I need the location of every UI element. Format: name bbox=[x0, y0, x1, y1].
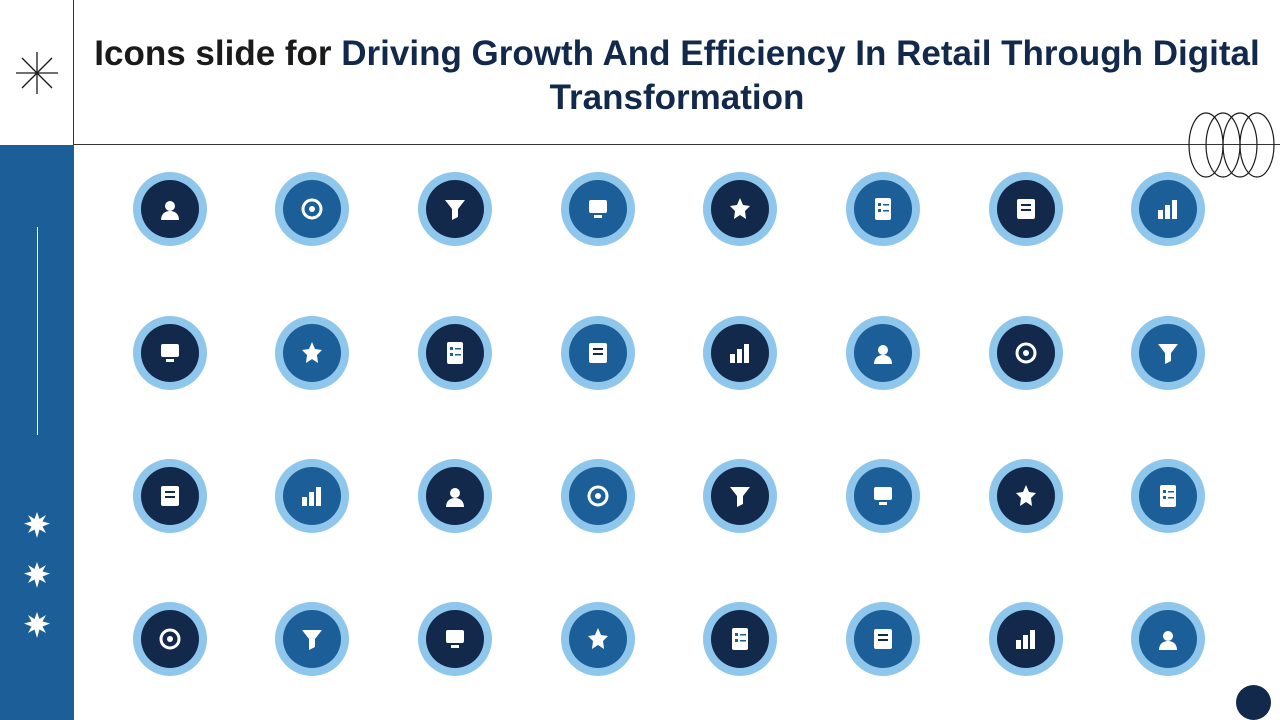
icon-badge bbox=[989, 316, 1063, 390]
retail-store-icon bbox=[569, 610, 627, 668]
icon-badge bbox=[846, 316, 920, 390]
icon-badge bbox=[1131, 172, 1205, 246]
icon-badge bbox=[275, 316, 349, 390]
icon-badge bbox=[1131, 459, 1205, 533]
star-icon bbox=[24, 562, 50, 588]
circular-progress-icon bbox=[426, 610, 484, 668]
robotic-arm-icon bbox=[1139, 610, 1197, 668]
analytics-magnifier-icon bbox=[997, 467, 1055, 525]
icon-badge bbox=[418, 459, 492, 533]
icon-badge bbox=[418, 172, 492, 246]
icon-badge bbox=[133, 602, 207, 676]
checklist-clipboard-icon bbox=[1139, 180, 1197, 238]
rings-decoration bbox=[1188, 112, 1275, 178]
title-prefix: Icons slide for bbox=[94, 34, 342, 73]
customer-segments-icon bbox=[854, 610, 912, 668]
settings-search-icon bbox=[1139, 467, 1197, 525]
feedback-monitor-icon bbox=[997, 610, 1055, 668]
inventory-search-icon bbox=[426, 324, 484, 382]
icon-badge bbox=[561, 172, 635, 246]
online-report-icon bbox=[426, 180, 484, 238]
icon-badge bbox=[1131, 602, 1205, 676]
handshake-exchange-icon bbox=[426, 467, 484, 525]
icon-badge bbox=[275, 172, 349, 246]
icon-badge bbox=[703, 459, 777, 533]
financial-report-icon bbox=[283, 467, 341, 525]
sidebar-band bbox=[0, 145, 74, 720]
team-group-icon bbox=[283, 610, 341, 668]
icon-badge bbox=[846, 459, 920, 533]
icon-badge bbox=[989, 459, 1063, 533]
icon-badge bbox=[703, 316, 777, 390]
mind-process-icon bbox=[711, 180, 769, 238]
icon-badge bbox=[133, 172, 207, 246]
icon-badge bbox=[561, 316, 635, 390]
icon-badge bbox=[846, 602, 920, 676]
star-icon bbox=[24, 612, 50, 638]
sparkle-icon bbox=[16, 52, 58, 94]
icon-badge bbox=[703, 172, 777, 246]
growth-arrows-icon bbox=[141, 467, 199, 525]
information-hand-icon bbox=[854, 467, 912, 525]
gears-cycle-icon bbox=[141, 324, 199, 382]
title-accent: Driving Growth And Efficiency In Retail … bbox=[341, 34, 1260, 117]
corner-dot bbox=[1236, 685, 1271, 720]
icon-badge bbox=[418, 602, 492, 676]
target-growth-icon bbox=[141, 610, 199, 668]
sidebar-top-panel bbox=[0, 0, 74, 145]
icon-badge bbox=[275, 459, 349, 533]
page-title: Icons slide for Driving Growth And Effic… bbox=[74, 32, 1280, 120]
icon-badge bbox=[561, 459, 635, 533]
calendar-cart-icon bbox=[1139, 324, 1197, 382]
icon-badge bbox=[561, 602, 635, 676]
icon-badge bbox=[133, 316, 207, 390]
idea-computer-icon bbox=[569, 180, 627, 238]
icon-badge bbox=[133, 459, 207, 533]
laptop-dashboard-icon bbox=[569, 467, 627, 525]
filter-check-icon bbox=[997, 180, 1055, 238]
star-icon bbox=[24, 512, 50, 538]
customer-network-icon bbox=[141, 180, 199, 238]
digital-payment-network-icon bbox=[283, 180, 341, 238]
team-hierarchy-icon bbox=[854, 180, 912, 238]
icon-badge bbox=[703, 602, 777, 676]
icon-badge bbox=[989, 172, 1063, 246]
workflow-steps-icon bbox=[569, 324, 627, 382]
shopping-cart-settings-icon bbox=[997, 324, 1055, 382]
calculator-check-icon bbox=[711, 467, 769, 525]
icon-badge bbox=[418, 316, 492, 390]
user-management-icon bbox=[283, 324, 341, 382]
sidebar-divider-line bbox=[37, 227, 38, 435]
pos-terminal-icon bbox=[711, 324, 769, 382]
diamond-icon bbox=[854, 324, 912, 382]
icon-badge bbox=[989, 602, 1063, 676]
icon-badge bbox=[275, 602, 349, 676]
header-divider bbox=[74, 144, 1280, 145]
money-bag-icon bbox=[711, 610, 769, 668]
icon-badge bbox=[1131, 316, 1205, 390]
icon-badge bbox=[846, 172, 920, 246]
